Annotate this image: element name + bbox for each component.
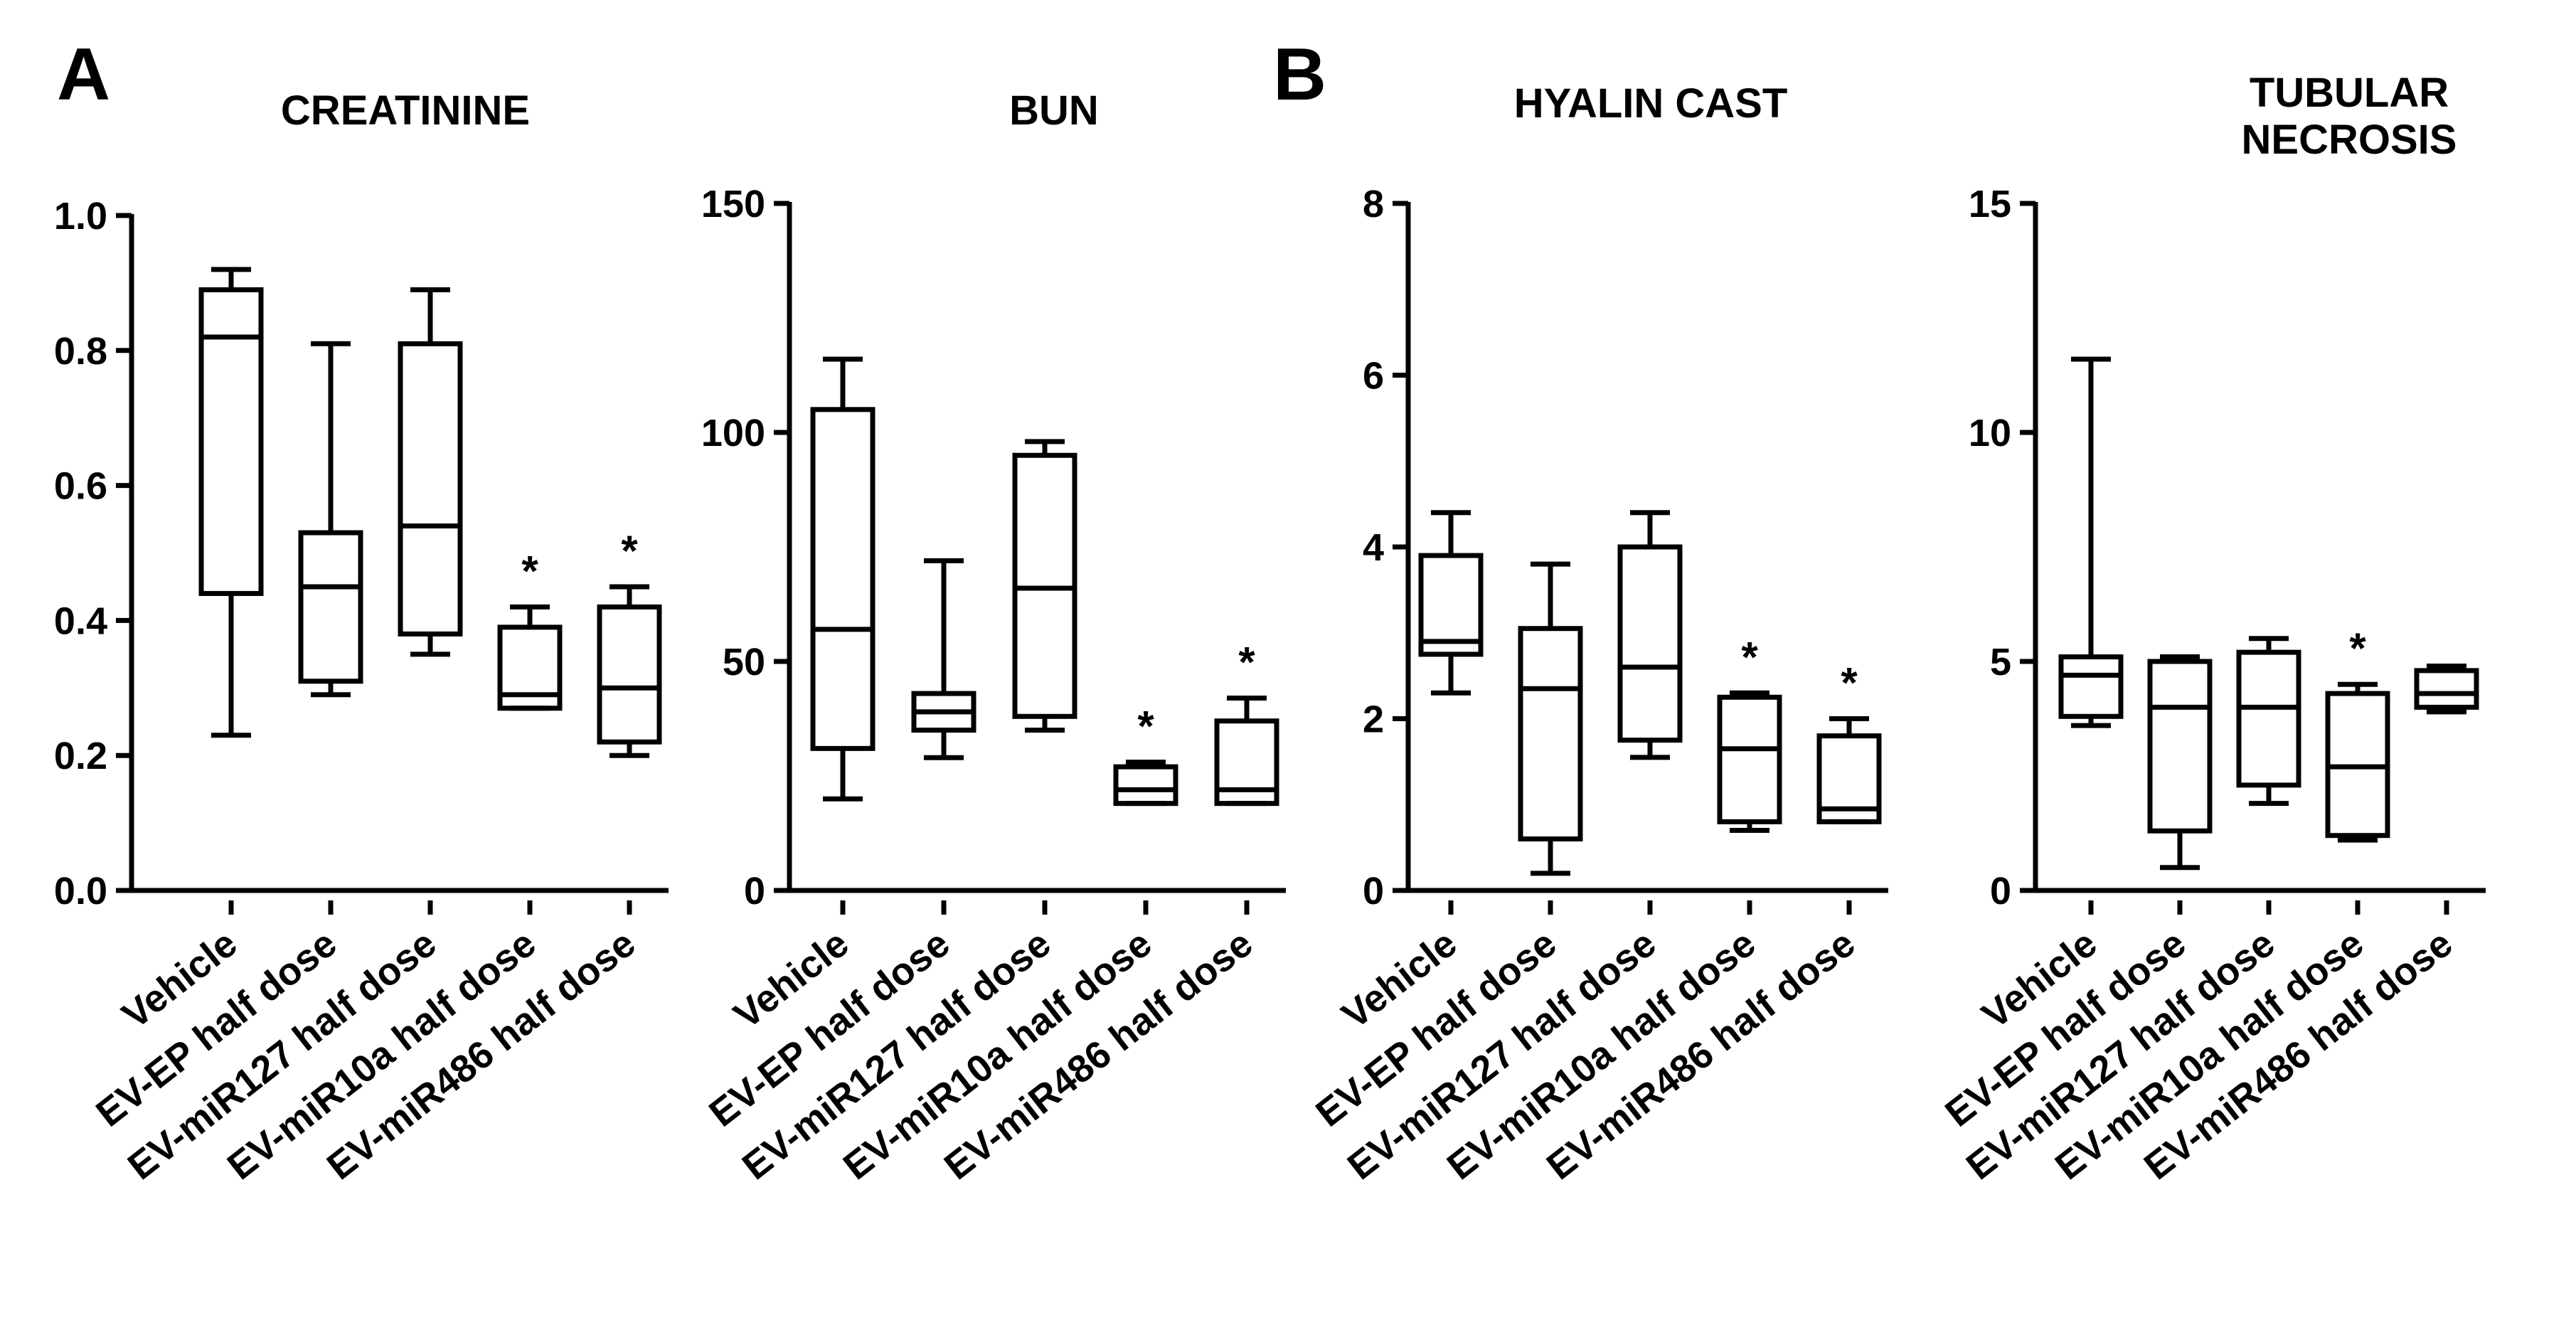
box-plot-2 <box>298 341 363 698</box>
chart-title-line: TUBULAR <box>2250 70 2449 116</box>
significance-marker: * <box>1841 659 1858 707</box>
chart-title-line: BUN <box>1009 87 1099 134</box>
y-tick-label: 150 <box>701 183 765 225</box>
box-plot-3 <box>398 287 463 657</box>
panel-letter-b: B <box>1273 33 1326 116</box>
interquartile-box <box>198 287 264 596</box>
interquartile-box <box>1113 764 1178 807</box>
chart-title-line: NECROSIS <box>2242 117 2457 163</box>
y-tick-label: 6 <box>1363 355 1384 398</box>
interquartile-box <box>1617 544 1683 743</box>
box-plot-2 <box>911 558 976 760</box>
interquartile-box <box>1518 626 1583 842</box>
chart-title-line: HYALIN CAST <box>1514 80 1788 127</box>
y-tick-label: 8 <box>1363 183 1384 225</box>
y-tick-label: 4 <box>1363 526 1384 569</box>
box-plot-4 <box>2325 681 2390 843</box>
chart-title-line: CREATININE <box>281 87 530 134</box>
y-tick-label: 0.6 <box>54 465 107 508</box>
y-tick-label: 0 <box>1363 870 1384 913</box>
y-tick-label: 0 <box>744 870 765 913</box>
interquartile-box <box>2147 659 2213 834</box>
box-plot-5 <box>597 584 662 758</box>
y-tick-label: 15 <box>1969 183 2011 225</box>
interquartile-box <box>1816 733 1882 824</box>
y-tick-label: 0.4 <box>54 600 107 642</box>
interquartile-box <box>1214 718 1279 807</box>
box-plot-2 <box>2147 654 2213 871</box>
charts-container: CREATININE0.00.20.40.60.81.0VehicleEV-EP… <box>54 70 2486 1188</box>
interquartile-box <box>398 341 463 637</box>
box-plot-3 <box>2236 636 2301 807</box>
y-tick-label: 0 <box>1990 870 2011 913</box>
y-tick-label: 10 <box>1969 412 2011 454</box>
box-plot-1 <box>2058 356 2124 728</box>
box-plot-5 <box>1816 716 1882 824</box>
y-tick-label: 100 <box>701 412 765 454</box>
y-tick-label: 2 <box>1363 698 1384 741</box>
interquartile-box <box>497 624 563 711</box>
box-plot-3 <box>1012 439 1077 733</box>
y-tick-label: 1.0 <box>54 195 107 238</box>
y-tick-label: 0.2 <box>54 735 107 777</box>
box-plot-1 <box>1418 510 1484 696</box>
panel-letter-a: A <box>57 33 110 116</box>
interquartile-box <box>2414 668 2479 710</box>
box-plot-5 <box>1214 696 1279 807</box>
interquartile-box <box>2058 654 2124 719</box>
box-plot-5 <box>2414 663 2479 715</box>
box-plot-4 <box>497 604 563 711</box>
y-tick-label: 5 <box>1990 641 2011 683</box>
significance-marker: * <box>1238 639 1255 686</box>
y-tick-label: 50 <box>723 641 765 683</box>
box-plot-4 <box>1717 690 1782 833</box>
box-plot-1 <box>198 267 264 738</box>
significance-marker: * <box>621 527 638 575</box>
interquartile-box <box>2236 649 2301 788</box>
y-tick-label: 0.8 <box>54 330 107 373</box>
interquartile-box <box>1717 694 1782 824</box>
interquartile-box <box>597 604 662 745</box>
significance-marker: * <box>521 547 538 595</box>
box-plot-1 <box>810 356 875 802</box>
chart-1: CREATININE0.00.20.40.60.81.0VehicleEV-EP… <box>54 87 669 1188</box>
interquartile-box <box>810 407 875 751</box>
significance-marker: * <box>1741 633 1758 681</box>
significance-marker: * <box>2349 624 2366 672</box>
y-tick-label: 0.0 <box>54 870 107 913</box>
box-plot-3 <box>1617 510 1683 760</box>
box-plot-4 <box>1113 760 1178 807</box>
box-plot-2 <box>1518 561 1583 876</box>
significance-marker: * <box>1137 703 1154 750</box>
interquartile-box <box>298 530 363 684</box>
interquartile-box <box>1418 553 1484 657</box>
